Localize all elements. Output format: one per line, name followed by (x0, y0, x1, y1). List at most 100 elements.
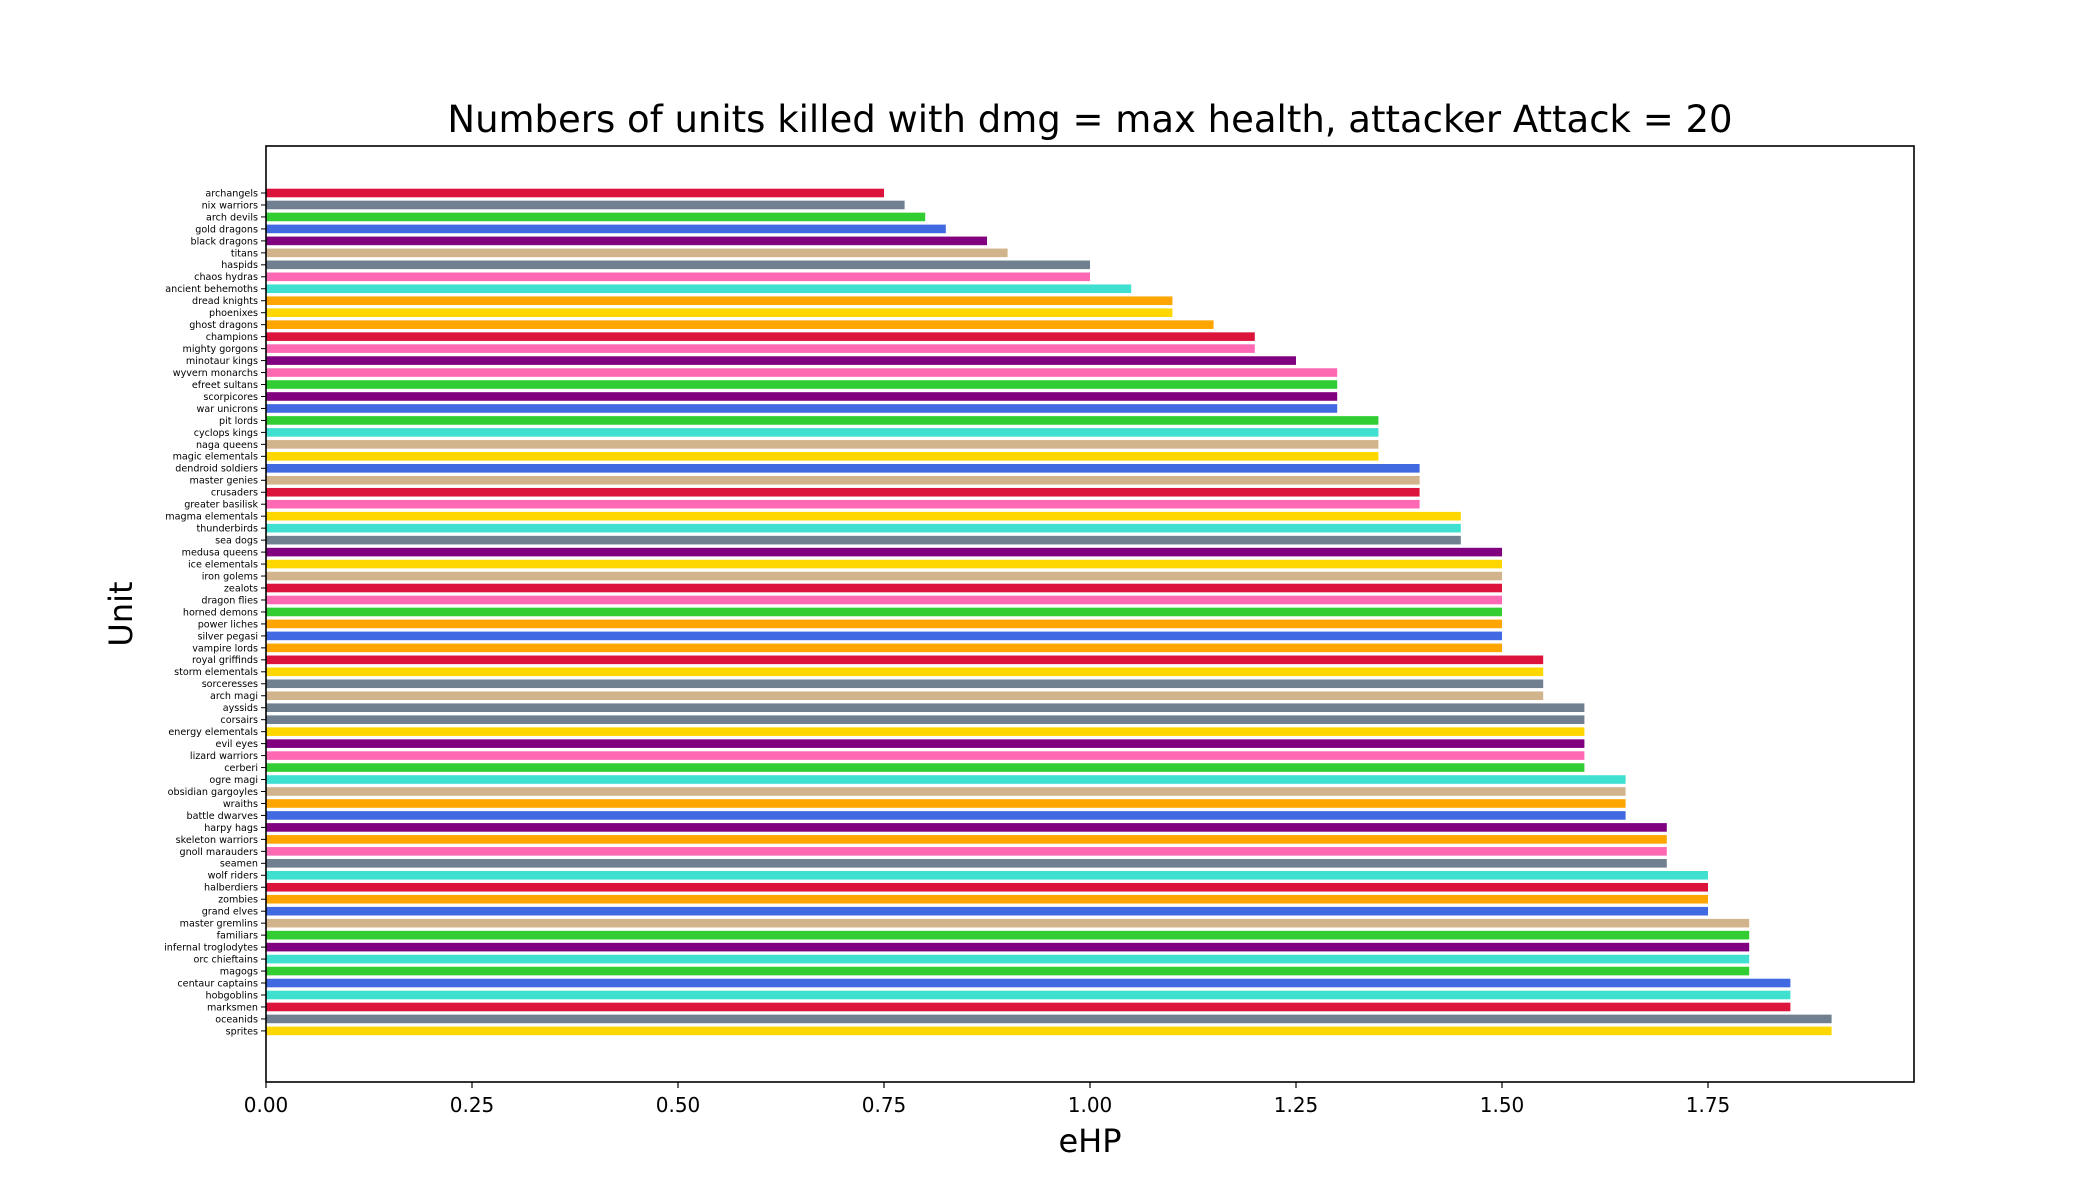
bar-gold-dragons (266, 224, 946, 234)
y-tick-label: seamen (220, 859, 258, 870)
bar-power-liches (266, 619, 1502, 629)
y-tick-label: royal griffinds (192, 655, 258, 666)
y-tick-label: lizard warriors (190, 751, 258, 762)
bar-arch-magi (266, 691, 1544, 701)
bar-storm-elementals (266, 667, 1544, 677)
bar-thunderbirds (266, 523, 1461, 533)
bar-sorceresses (266, 679, 1544, 689)
y-tick-label: titans (231, 248, 258, 259)
bar-phoenixes (266, 308, 1173, 317)
bar-medusa-queens (266, 547, 1502, 557)
y-tick-label: champions (206, 332, 258, 343)
y-tick-label: iron golems (202, 571, 258, 582)
y-tick-label: zealots (224, 583, 258, 594)
y-tick-label: storm elementals (174, 667, 258, 678)
y-tick-label: arch devils (206, 212, 258, 223)
y-tick-label: thunderbirds (196, 524, 258, 535)
y-tick-label: magogs (220, 966, 258, 977)
bar-wolf-riders (266, 870, 1708, 880)
y-tick-label: obsidian gargoyles (168, 787, 258, 798)
bar-royal-griffinds (266, 655, 1544, 665)
y-tick-label: phoenixes (209, 308, 258, 319)
y-tick-label: orc chieftains (194, 954, 258, 965)
bar-dendroid-soldiers (266, 464, 1420, 473)
y-tick-label: chaos hydras (194, 272, 258, 283)
bar-war-unicrons (266, 404, 1338, 413)
y-tick-label: wolf riders (208, 871, 258, 882)
bar-seamen (266, 859, 1667, 868)
bar-dragon-flies (266, 595, 1502, 605)
bar-titans (266, 248, 1008, 258)
bar-battle-dwarves (266, 811, 1626, 820)
bar-pit-lords (266, 416, 1379, 425)
y-tick-label: nix warriors (202, 200, 258, 211)
y-tick-label: familiars (217, 931, 258, 942)
bar-chaos-hydras (266, 272, 1090, 282)
bar-magogs (266, 966, 1750, 976)
y-tick-label: dragon flies (201, 595, 258, 606)
chart-title: Numbers of units killed with dmg = max h… (447, 98, 1732, 141)
y-tick-label: wyvern monarchs (173, 368, 258, 379)
y-tick-label: gold dragons (195, 224, 258, 235)
y-tick-label: sea dogs (215, 536, 258, 547)
bar-greater-basilisk (266, 499, 1420, 509)
bar-master-genies (266, 475, 1420, 485)
bar-nix-warriors (266, 200, 905, 210)
bar-cerberi (266, 763, 1585, 772)
bar-lizard-warriors (266, 751, 1585, 760)
bar-energy-elementals (266, 727, 1585, 736)
y-tick-label: pit lords (219, 416, 258, 427)
y-tick-label: energy elementals (168, 727, 258, 738)
y-tick-label: halberdiers (204, 883, 258, 894)
y-tick-label: cyclops kings (194, 428, 258, 439)
y-tick-label: black dragons (191, 236, 258, 247)
bar-hobgoblins (266, 990, 1791, 1000)
bar-mighty-gorgons (266, 344, 1255, 353)
bar-vampire-lords (266, 643, 1502, 653)
bar-champions (266, 332, 1255, 341)
bar-marksmen (266, 1002, 1791, 1012)
bar-ice-elementals (266, 559, 1502, 569)
y-tick-label: corsairs (220, 715, 258, 726)
y-tick-label: silver pegasi (197, 631, 258, 642)
y-tick-label: master gremlins (180, 919, 258, 930)
bar-orc-chieftains (266, 954, 1750, 964)
bar-efreet-sultans (266, 380, 1338, 389)
bar-infernal-troglodytes (266, 942, 1750, 952)
x-tick-label: 1.50 (1480, 1093, 1525, 1117)
bar-crusaders (266, 487, 1420, 497)
y-tick-label: crusaders (211, 488, 258, 499)
x-axis-label: eHP (1058, 1122, 1121, 1160)
x-tick-label: 0.50 (656, 1093, 701, 1117)
y-tick-label: sprites (226, 1026, 258, 1037)
y-tick-label: gnoll marauders (180, 847, 258, 858)
bar-naga-queens (266, 440, 1379, 449)
bar-ayssids (266, 703, 1585, 713)
y-tick-label: cerberi (224, 763, 258, 774)
bar-dread-knights (266, 296, 1173, 306)
y-tick-label: ayssids (223, 703, 258, 714)
bar-wyvern-monarchs (266, 368, 1338, 377)
bar-obsidian-gargoyles (266, 787, 1626, 796)
x-tick-label: 1.25 (1274, 1093, 1319, 1117)
y-tick-label: haspids (221, 260, 258, 271)
y-tick-label: oceanids (215, 1014, 258, 1025)
y-tick-label: ancient behemoths (165, 284, 258, 295)
y-tick-label: efreet sultans (192, 380, 258, 391)
bar-minotaur-kings (266, 356, 1296, 365)
y-tick-label: war unicrons (196, 404, 258, 415)
bar-zealots (266, 583, 1502, 593)
bar-ghost-dragons (266, 320, 1214, 329)
y-tick-label: skeleton warriors (176, 835, 258, 846)
y-tick-label: master genies (189, 476, 258, 487)
y-tick-label: scorpicores (203, 392, 258, 403)
x-tick-label: 0.75 (862, 1093, 907, 1117)
y-tick-label: zombies (218, 895, 258, 906)
bar-skeleton-warriors (266, 835, 1667, 844)
y-tick-label: horned demons (183, 607, 258, 618)
y-tick-label: archangels (205, 188, 258, 199)
bar-magma-elementals (266, 511, 1461, 521)
bar-harpy-hags (266, 823, 1667, 832)
bar-corsairs (266, 715, 1585, 724)
bar-haspids (266, 260, 1090, 270)
